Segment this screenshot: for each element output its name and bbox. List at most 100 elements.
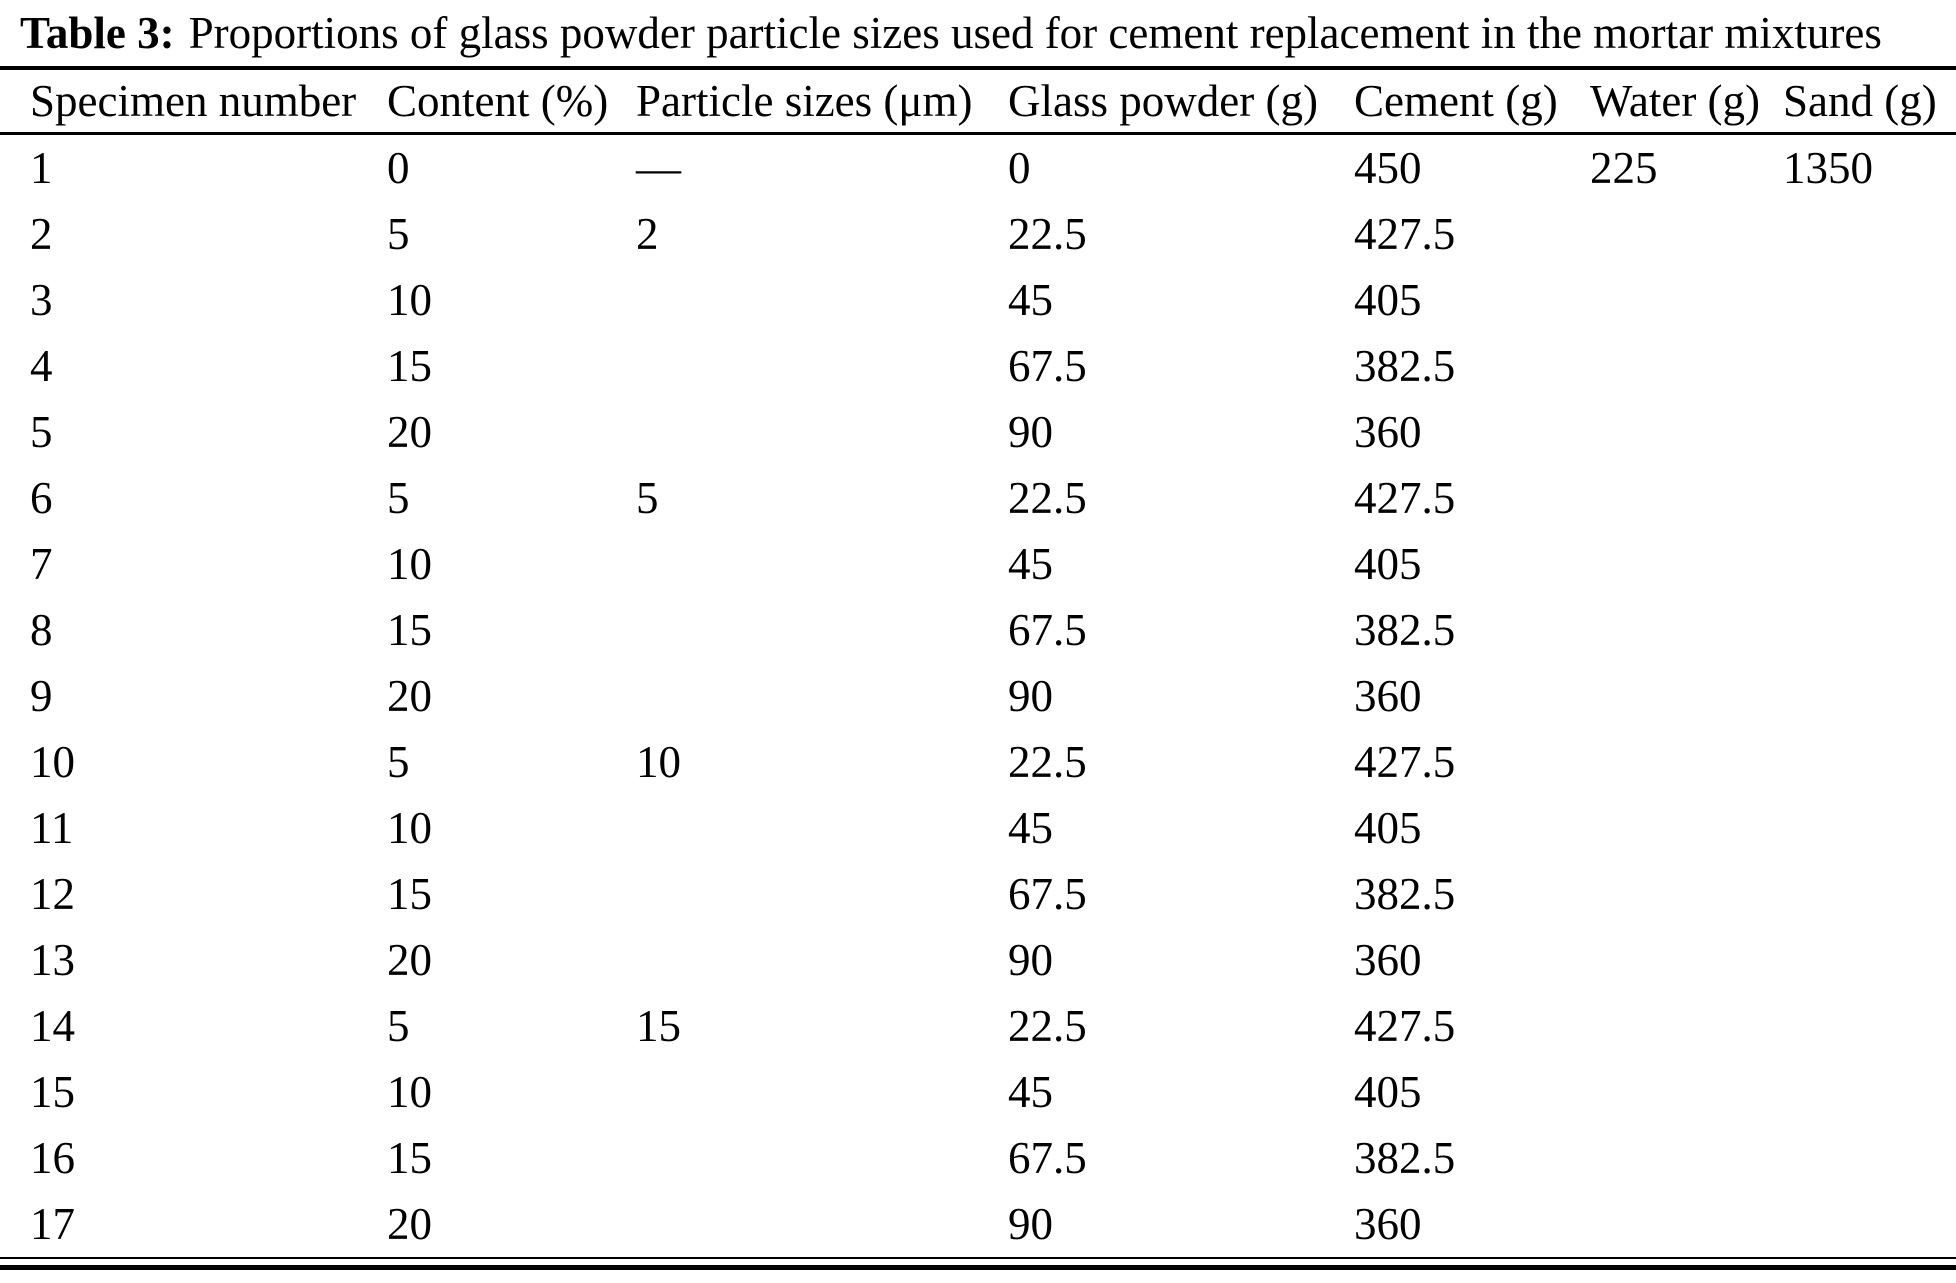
table-cell: 360 [1354,407,1422,457]
table-cell: 90 [1008,935,1053,985]
table-cell [1783,927,1956,993]
table-row: 12 15 67.5 382.5 [0,861,1956,927]
data-table: Specimen number Content (%) Particle sizes… [0,66,1956,1257]
table-cell: — [636,143,681,193]
table-cell: 2 [30,209,53,259]
table-cell: 225 [1590,143,1658,193]
table-cell: 10 [30,737,75,787]
table-cell: 90 [1008,671,1053,721]
table-row: 1 0 — 0 450 225 1350 [0,134,1956,202]
table-cell: 1 [30,143,53,193]
table-cell: 10 [387,539,432,589]
table-cell [1783,993,1956,1059]
table-cell [636,795,1008,861]
column-header-1: Content (%) [387,76,609,126]
table-cell: 20 [387,407,432,457]
table-cell: 17 [30,1199,75,1249]
table-cell [1590,729,1783,795]
table-cell: 11 [30,803,74,853]
table-cell: 427.5 [1354,737,1456,787]
table-cell [1590,861,1783,927]
table-cell: 22.5 [1008,1001,1087,1051]
table-cell: 7 [30,539,53,589]
column-header-2: Particle sizes (μm) [636,76,973,126]
table-cell: 10 [636,737,681,787]
column-header-3: Glass powder (g) [1008,76,1318,126]
table-cell: 5 [387,737,410,787]
table-cell: 382.5 [1354,605,1456,655]
table-cell: 5 [387,473,410,523]
table-cell [636,663,1008,729]
table-cell [1783,333,1956,399]
table-cell: 9 [30,671,53,721]
table-cell [1783,597,1956,663]
table-cell: 13 [30,935,75,985]
table-cell [1590,1059,1783,1125]
table-cell [1783,267,1956,333]
table-cell [1783,465,1956,531]
table-cell [1783,729,1956,795]
table-cell [1783,531,1956,597]
table-cell: 382.5 [1354,1133,1456,1183]
table-row: 8 15 67.5 382.5 [0,597,1956,663]
table-cell: 5 [387,209,410,259]
table-row: 13 20 90 360 [0,927,1956,993]
table-cell: 427.5 [1354,1001,1456,1051]
table-cell: 382.5 [1354,869,1456,919]
table-row: 16 15 67.5 382.5 [0,1125,1956,1191]
table-cell [1783,795,1956,861]
table-cell: 382.5 [1354,341,1456,391]
table-cell [1590,597,1783,663]
table-row: 11 10 45 405 [0,795,1956,861]
table-cell [1590,201,1783,267]
table-cell [636,1125,1008,1191]
table-row: 15 10 45 405 [0,1059,1956,1125]
table-cell: 15 [30,1067,75,1117]
table-cell: 5 [387,1001,410,1051]
table-cell: 0 [387,143,410,193]
table-cell: 10 [387,803,432,853]
table-cell: 15 [387,869,432,919]
table-body: 1 0—0 450 225 1350 2 5 2 22.5 427.5 3 10 45 405 4 15 67.… [0,134,1956,1258]
table-cell [1783,1125,1956,1191]
table-cell [1590,1125,1783,1191]
table-cell: 3 [30,275,53,325]
table-row: 9 20 90 360 [0,663,1956,729]
table-caption: Table 3: Proportions of glass powder part… [0,0,1956,66]
table-cell [1590,399,1783,465]
table-cell [1783,861,1956,927]
table-cell [636,597,1008,663]
table-cell: 14 [30,1001,75,1051]
table-cell [1590,267,1783,333]
table-cell: 1350 [1783,143,1873,193]
table-cell [636,333,1008,399]
table-cell [1590,333,1783,399]
table-cell: 0 [1008,143,1031,193]
column-header-5: Water (g) [1590,76,1761,126]
table-cell [636,1059,1008,1125]
table-cell [636,531,1008,597]
table-cell: 405 [1354,539,1422,589]
table-cell [636,1191,1008,1257]
table-cell: 16 [30,1133,75,1183]
table-cell: 450 [1354,143,1422,193]
table-cell: 67.5 [1008,869,1087,919]
table-row: 6 5 5 22.5 427.5 [0,465,1956,531]
column-header-6: Sand (g) [1783,76,1937,126]
table-row: 2 5 2 22.5 427.5 [0,201,1956,267]
table-cell: 22.5 [1008,473,1087,523]
table-cell: 20 [387,935,432,985]
table-cell: 45 [1008,803,1053,853]
table-cell: 360 [1354,671,1422,721]
column-header-0: Specimen number [30,76,357,126]
table-row: 10 5 10 22.5 427.5 [0,729,1956,795]
table-cell: 5 [30,407,53,457]
table-cell [1783,663,1956,729]
table-cell [1590,531,1783,597]
table-cell: 405 [1354,275,1422,325]
table-cell: 405 [1354,803,1422,853]
table-cell: 45 [1008,275,1053,325]
table-cell [1590,465,1783,531]
table-cell: 360 [1354,935,1422,985]
table-cell: 427.5 [1354,209,1456,259]
